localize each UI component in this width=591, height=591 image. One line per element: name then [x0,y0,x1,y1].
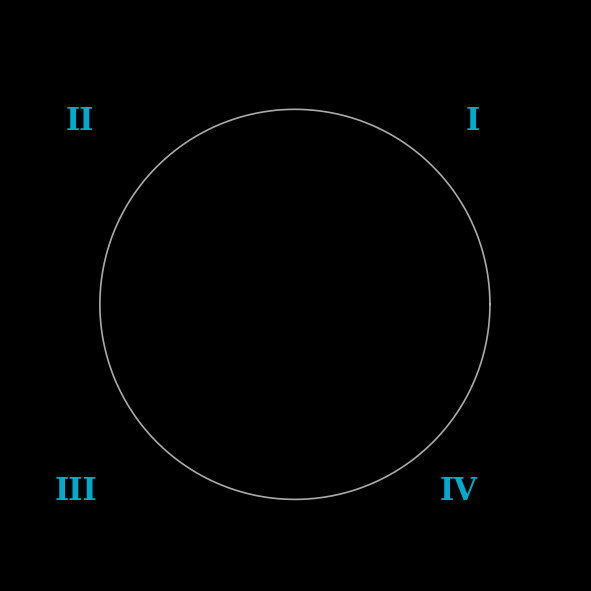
Text: IV: IV [440,476,478,507]
Text: I: I [466,106,480,137]
Text: II: II [66,106,94,137]
Text: III: III [54,476,97,507]
